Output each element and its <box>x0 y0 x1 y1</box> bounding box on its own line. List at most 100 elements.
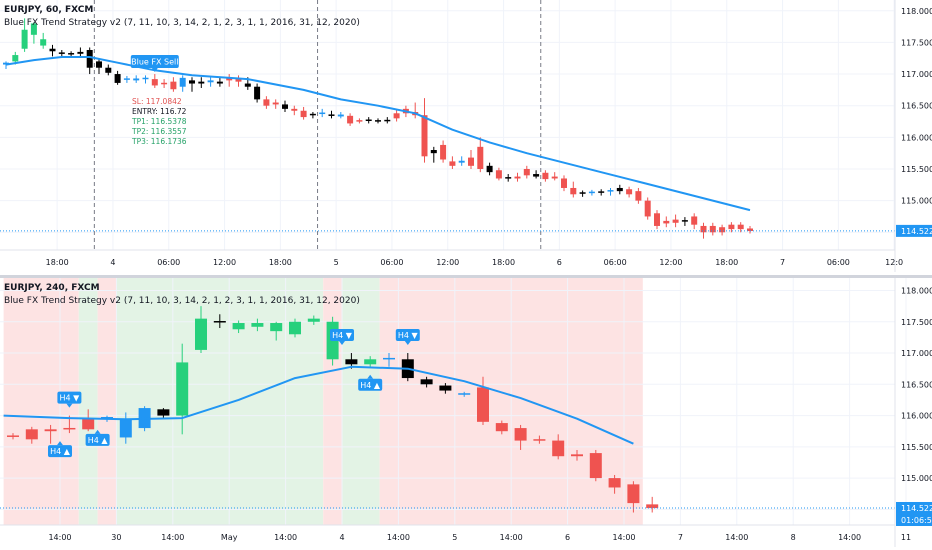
candle[interactable] <box>189 77 195 92</box>
candle[interactable] <box>123 75 130 83</box>
candle[interactable] <box>77 47 84 57</box>
candle[interactable] <box>495 420 508 435</box>
candle[interactable] <box>300 106 307 120</box>
candle[interactable] <box>570 181 577 198</box>
symbol-label[interactable]: EURJPY, 240, FXCM <box>4 283 100 293</box>
candle[interactable] <box>514 172 521 182</box>
candle[interactable] <box>719 224 726 236</box>
candle[interactable] <box>226 74 233 87</box>
candle[interactable] <box>151 74 158 88</box>
chart-1h[interactable]: 118.000 117.500 117.000 116.500 116.000 115.5… <box>0 0 932 275</box>
candle[interactable] <box>393 108 400 122</box>
candle[interactable] <box>96 58 102 75</box>
candle[interactable] <box>347 113 354 126</box>
candle[interactable] <box>7 433 19 440</box>
candle[interactable] <box>364 356 377 367</box>
candle[interactable] <box>49 44 56 57</box>
candle[interactable] <box>272 99 279 109</box>
candle[interactable] <box>119 412 132 444</box>
indicator-name[interactable]: Blue FX Trend Strategy v2 <box>4 296 121 306</box>
candle[interactable] <box>420 376 433 388</box>
candle[interactable] <box>477 137 484 173</box>
candle[interactable] <box>254 83 261 103</box>
candle[interactable] <box>561 175 567 192</box>
candle[interactable] <box>709 222 716 236</box>
candle[interactable] <box>263 96 270 109</box>
candle[interactable] <box>326 316 339 366</box>
candle[interactable] <box>157 408 170 419</box>
indicator-name[interactable]: Blue FX Trend Strategy v2 <box>4 18 121 28</box>
candle[interactable] <box>328 110 335 119</box>
candle[interactable] <box>235 75 242 87</box>
candle[interactable] <box>495 167 502 181</box>
candle[interactable] <box>421 98 428 163</box>
h4-sell-label[interactable]: H4 ▼ <box>57 391 82 408</box>
candle[interactable] <box>691 213 698 230</box>
candle[interactable] <box>319 108 326 118</box>
candle[interactable] <box>608 474 621 494</box>
candle[interactable] <box>440 140 447 163</box>
candle[interactable] <box>458 156 465 166</box>
candle[interactable] <box>728 222 735 233</box>
candle[interactable] <box>176 343 189 435</box>
candle[interactable] <box>82 409 95 432</box>
h4-buy-label[interactable]: H4 ▲ <box>85 429 110 446</box>
candle[interactable] <box>375 118 381 124</box>
candle[interactable] <box>356 118 363 124</box>
candle[interactable] <box>270 321 283 341</box>
candle[interactable] <box>291 105 298 116</box>
sell-signal-label[interactable]: Blue FX Sell <box>130 55 179 73</box>
h4-buy-label[interactable]: H4 ▲ <box>358 374 383 391</box>
candle[interactable] <box>523 165 530 179</box>
candle[interactable] <box>21 18 28 52</box>
candle[interactable] <box>646 496 659 513</box>
candle[interactable] <box>700 222 707 239</box>
candle[interactable] <box>430 146 437 163</box>
candle[interactable] <box>58 50 65 57</box>
candle[interactable] <box>282 100 288 113</box>
candle[interactable] <box>654 210 660 230</box>
h4-sell-label[interactable]: H4 ▼ <box>395 329 420 346</box>
candle[interactable] <box>198 77 205 88</box>
candle[interactable] <box>579 190 586 197</box>
candle[interactable] <box>663 216 670 228</box>
candle[interactable] <box>25 426 38 444</box>
candle[interactable] <box>552 434 565 460</box>
candle[interactable] <box>133 75 140 83</box>
candle[interactable] <box>44 424 57 444</box>
time-axis[interactable]: 18:00 4 06:00 12:00 18:00 5 06:00 12:00 18:00 6 06… <box>0 249 903 267</box>
candle[interactable] <box>161 79 168 88</box>
chart-4h[interactable]: 118.000 117.500 117.000 116.500 116.000 115.5… <box>0 278 932 550</box>
candle[interactable] <box>384 117 391 124</box>
candle[interactable] <box>232 320 245 334</box>
candle[interactable] <box>30 22 37 44</box>
chart-pane-4h[interactable]: 118.000 117.500 117.000 116.500 116.000 115.5… <box>0 278 932 550</box>
candle[interactable] <box>533 435 546 444</box>
candle[interactable] <box>533 170 540 179</box>
candle[interactable] <box>598 189 605 196</box>
candle[interactable] <box>747 225 753 234</box>
candle[interactable] <box>309 112 316 119</box>
candle[interactable] <box>105 64 112 76</box>
candle[interactable] <box>207 77 214 87</box>
h4-buy-label[interactable]: H4 ▲ <box>48 441 72 458</box>
h4-sell-label[interactable]: H4 ▼ <box>330 329 354 346</box>
candle[interactable] <box>307 315 320 325</box>
candle[interactable] <box>672 214 679 228</box>
candle[interactable] <box>412 102 419 119</box>
candles[interactable] <box>7 306 659 513</box>
candle[interactable] <box>616 184 623 195</box>
candles[interactable] <box>3 18 753 239</box>
candle[interactable] <box>365 117 372 124</box>
candle[interactable] <box>627 481 640 513</box>
candle[interactable] <box>514 424 527 450</box>
candle[interactable] <box>170 77 177 92</box>
candle[interactable] <box>114 70 121 85</box>
chart-pane-1h[interactable]: 118.000 117.500 117.000 116.500 116.000 115.5… <box>0 0 932 275</box>
candle[interactable] <box>337 112 344 119</box>
candle[interactable] <box>289 318 301 338</box>
candle[interactable] <box>86 47 93 75</box>
candle[interactable] <box>439 383 452 394</box>
candle[interactable] <box>179 75 186 92</box>
candle[interactable] <box>571 449 583 461</box>
